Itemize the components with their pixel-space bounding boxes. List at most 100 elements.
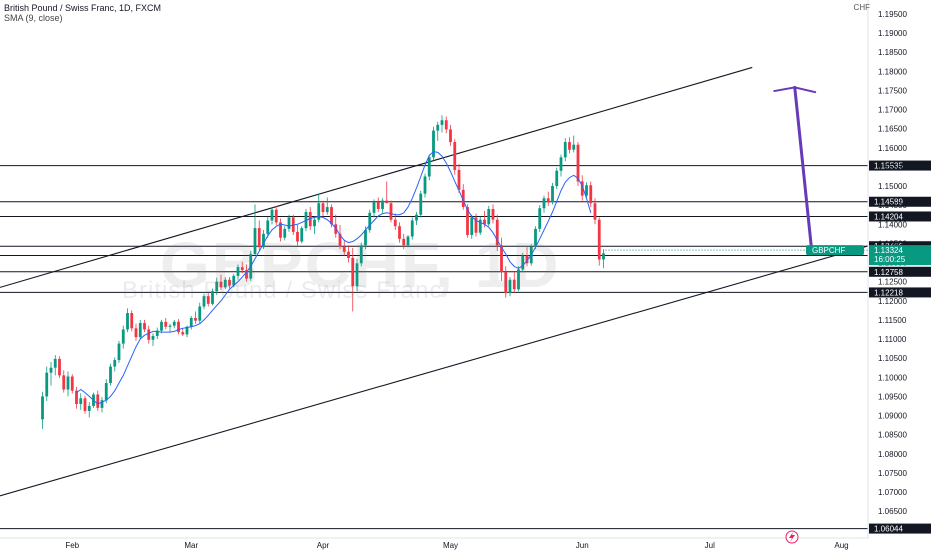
- candle[interactable]: [597, 217, 601, 266]
- candle[interactable]: [338, 225, 342, 250]
- candle[interactable]: [147, 325, 151, 344]
- candle[interactable]: [287, 214, 291, 232]
- candle[interactable]: [181, 328, 185, 336]
- candle[interactable]: [398, 222, 401, 243]
- candle[interactable]: [546, 191, 550, 206]
- candle[interactable]: [342, 239, 346, 256]
- candle[interactable]: [321, 200, 325, 217]
- candle[interactable]: [83, 395, 87, 414]
- candle[interactable]: [551, 182, 554, 205]
- time-axis[interactable]: Feb Mar Apr May Jun Jul Aug: [65, 541, 848, 550]
- lightning-icon[interactable]: [785, 530, 799, 544]
- candle[interactable]: [512, 272, 516, 294]
- candle[interactable]: [155, 327, 159, 340]
- candle[interactable]: [219, 274, 223, 291]
- candle[interactable]: [283, 226, 287, 241]
- candle[interactable]: [376, 197, 380, 213]
- candle[interactable]: [351, 247, 355, 312]
- candle[interactable]: [500, 237, 503, 281]
- candle[interactable]: [491, 204, 495, 224]
- candle[interactable]: [279, 218, 282, 242]
- candle[interactable]: [355, 258, 359, 292]
- candle[interactable]: [589, 181, 593, 208]
- candle[interactable]: [385, 181, 389, 204]
- candle[interactable]: [402, 233, 406, 250]
- candle[interactable]: [580, 175, 584, 201]
- symbol-header[interactable]: British Pound / Swiss Franc, 1D, FXCM: [4, 3, 162, 13]
- candle[interactable]: [113, 357, 117, 372]
- candle[interactable]: [508, 277, 512, 297]
- candle[interactable]: [313, 216, 316, 234]
- candle[interactable]: [559, 154, 563, 177]
- candle[interactable]: [62, 370, 66, 393]
- candle[interactable]: [79, 393, 83, 410]
- candle[interactable]: [542, 195, 546, 213]
- candle[interactable]: [160, 319, 163, 334]
- channel-upper-line[interactable]: [0, 66, 753, 288]
- candle[interactable]: [109, 363, 112, 386]
- candle[interactable]: [372, 199, 376, 218]
- candle[interactable]: [117, 340, 121, 363]
- candle[interactable]: [585, 182, 588, 199]
- candle[interactable]: [66, 371, 70, 397]
- candle[interactable]: [177, 319, 180, 335]
- candle[interactable]: [41, 391, 44, 429]
- candle[interactable]: [457, 163, 461, 193]
- candle[interactable]: [228, 277, 231, 289]
- candle[interactable]: [206, 293, 210, 307]
- candle[interactable]: [53, 355, 57, 376]
- candle[interactable]: [325, 197, 329, 215]
- candle[interactable]: [393, 213, 397, 231]
- candle[interactable]: [126, 308, 129, 333]
- candle[interactable]: [419, 190, 423, 218]
- candle[interactable]: [593, 198, 597, 225]
- candle[interactable]: [87, 402, 91, 418]
- candle[interactable]: [253, 204, 257, 256]
- projection-arrow-shaft[interactable]: [793, 85, 814, 253]
- candle[interactable]: [70, 374, 74, 394]
- candle[interactable]: [202, 293, 206, 310]
- candle[interactable]: [236, 264, 240, 280]
- candle[interactable]: [172, 319, 176, 329]
- candle[interactable]: [474, 213, 478, 237]
- candle[interactable]: [521, 252, 525, 273]
- candle[interactable]: [436, 121, 440, 141]
- candle[interactable]: [410, 217, 414, 240]
- candle[interactable]: [368, 209, 372, 233]
- candle[interactable]: [194, 311, 197, 324]
- symbol-tag[interactable]: GBPCHF: [812, 246, 845, 255]
- candle[interactable]: [130, 310, 134, 332]
- candle[interactable]: [487, 205, 491, 227]
- candle[interactable]: [58, 356, 61, 379]
- candle[interactable]: [49, 361, 53, 386]
- candle[interactable]: [334, 214, 338, 238]
- indicator-legend[interactable]: SMA (9, close): [4, 13, 63, 23]
- candle[interactable]: [453, 139, 457, 175]
- candle[interactable]: [555, 167, 559, 190]
- candle[interactable]: [602, 249, 605, 269]
- candle[interactable]: [423, 173, 427, 198]
- candle[interactable]: [525, 247, 529, 267]
- candle[interactable]: [198, 302, 202, 324]
- candle[interactable]: [262, 230, 265, 250]
- candle[interactable]: [568, 137, 571, 154]
- candle[interactable]: [406, 234, 410, 248]
- candle[interactable]: [389, 200, 393, 223]
- candle[interactable]: [270, 207, 274, 225]
- candle[interactable]: [151, 333, 155, 346]
- trend-channel[interactable]: [0, 66, 897, 497]
- candle[interactable]: [138, 319, 142, 340]
- candle[interactable]: [121, 325, 125, 349]
- candle[interactable]: [168, 323, 172, 333]
- candle[interactable]: [440, 115, 444, 133]
- candle[interactable]: [317, 193, 321, 223]
- candle[interactable]: [534, 226, 537, 250]
- candle[interactable]: [572, 135, 576, 153]
- candle[interactable]: [134, 323, 138, 341]
- candle[interactable]: [215, 277, 219, 296]
- candle[interactable]: [75, 386, 78, 409]
- candle[interactable]: [211, 288, 214, 306]
- candle[interactable]: [300, 226, 304, 244]
- candles[interactable]: [41, 115, 605, 429]
